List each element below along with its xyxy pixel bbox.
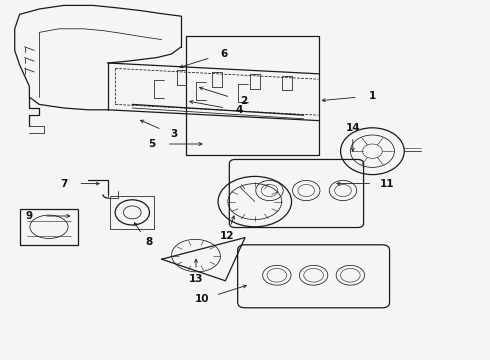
- Text: 13: 13: [189, 274, 203, 284]
- Bar: [110, 196, 154, 229]
- Text: 6: 6: [220, 49, 228, 59]
- Text: 3: 3: [171, 129, 178, 139]
- Text: 10: 10: [195, 294, 209, 304]
- Text: 11: 11: [380, 179, 394, 189]
- Text: 12: 12: [220, 230, 234, 240]
- Text: 9: 9: [26, 211, 33, 221]
- Text: 7: 7: [60, 179, 68, 189]
- Text: 1: 1: [368, 91, 376, 101]
- Text: 4: 4: [236, 105, 244, 115]
- Bar: [20, 209, 78, 245]
- Text: 8: 8: [145, 237, 152, 247]
- Text: 14: 14: [345, 123, 360, 133]
- Text: 2: 2: [240, 96, 247, 106]
- Text: 5: 5: [148, 139, 155, 149]
